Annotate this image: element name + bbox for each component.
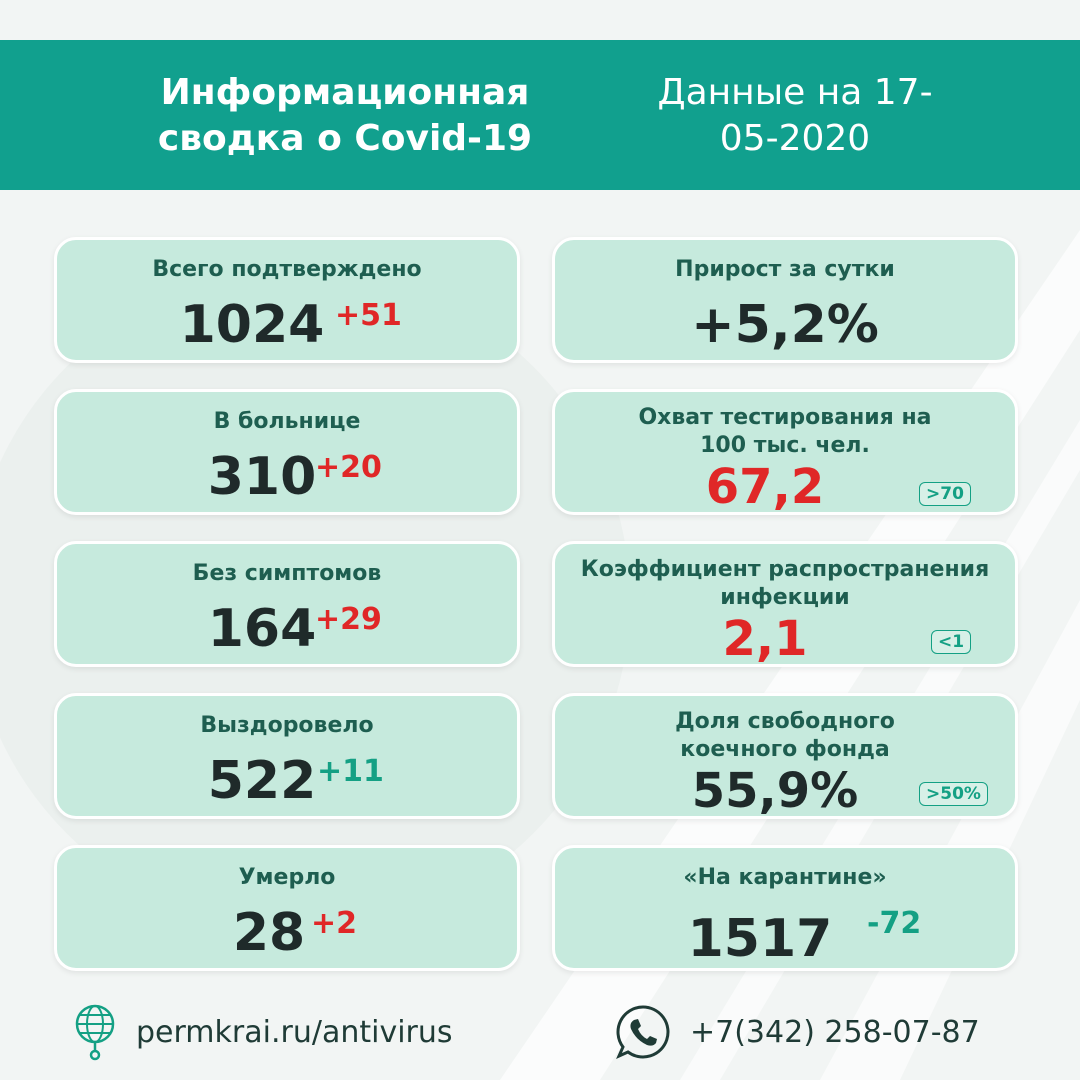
- card-value: 67,2: [705, 459, 825, 515]
- whatsapp-phone-icon: [614, 1003, 672, 1061]
- card-label: Прирост за сутки: [675, 257, 895, 282]
- card-value: 310: [207, 447, 317, 507]
- globe-icon: [72, 1002, 118, 1062]
- footer-website[interactable]: permkrai.ru/antivirus: [72, 1002, 453, 1062]
- stat-card-free-beds: Доля свободного коечного фонда 55,9% >50…: [552, 693, 1018, 819]
- stat-card-asymptomatic: Без симптомов 164 +29: [54, 541, 520, 667]
- card-label: Охват тестирования на 100 тыс. чел.: [638, 405, 932, 458]
- card-label: Выздоровело: [200, 713, 374, 738]
- card-label: В больнице: [213, 409, 361, 434]
- card-label: Всего подтверждено: [152, 257, 422, 282]
- target-badge: >50%: [919, 782, 988, 806]
- stat-card-deaths: Умерло 28 +2: [54, 845, 520, 971]
- card-delta: +20: [315, 450, 382, 485]
- footer-phone[interactable]: +7(342) 258-07-87: [614, 1002, 980, 1062]
- header-banner: Информационная сводка о Covid-19 Данные …: [0, 40, 1080, 190]
- date-label: Данные на 17-05-2020: [640, 70, 950, 162]
- stat-card-reproduction-rate: Коэффициент распространения инфекции 2,1…: [552, 541, 1018, 667]
- stat-card-quarantine: «На карантине» 1517 -72: [552, 845, 1018, 971]
- card-label: «На карантине»: [683, 865, 887, 890]
- card-label: Коэффициент распространения инфекции: [580, 557, 990, 610]
- card-value: 522: [207, 751, 317, 811]
- stat-card-recovered: Выздоровело 522 +11: [54, 693, 520, 819]
- target-badge: >70: [919, 482, 971, 506]
- card-delta: -72: [867, 906, 922, 941]
- card-delta: +29: [315, 602, 382, 637]
- stat-card-testing-coverage: Охват тестирования на 100 тыс. чел. 67,2…: [552, 389, 1018, 515]
- page-title-text: Информационная сводка о Covid-19: [157, 72, 533, 159]
- card-value: 28: [232, 903, 306, 963]
- card-value: 164: [207, 599, 317, 659]
- stat-card-hospital: В больнице 310 +20: [54, 389, 520, 515]
- date-label-text: Данные на 17-05-2020: [657, 72, 933, 159]
- card-label: Без симптомов: [192, 561, 382, 586]
- stat-card-confirmed: Всего подтверждено 1024 +51: [54, 237, 520, 363]
- card-delta: +2: [311, 906, 358, 941]
- website-link[interactable]: permkrai.ru/antivirus: [136, 1014, 453, 1050]
- card-value: 1024: [179, 295, 325, 355]
- card-value: 55,9%: [691, 763, 859, 819]
- card-value: +5,2%: [691, 295, 879, 355]
- phone-number[interactable]: +7(342) 258-07-87: [690, 1014, 980, 1050]
- card-value: 2,1: [722, 611, 808, 667]
- target-badge: <1: [931, 630, 972, 654]
- card-label: Умерло: [238, 865, 336, 890]
- card-delta: +11: [317, 754, 384, 789]
- card-label: Доля свободного коечного фонда: [675, 709, 895, 762]
- card-delta: +51: [335, 298, 402, 333]
- page-title: Информационная сводка о Covid-19: [110, 70, 580, 162]
- stat-card-daily-growth: Прирост за сутки +5,2%: [552, 237, 1018, 363]
- card-value: 1517: [687, 909, 833, 969]
